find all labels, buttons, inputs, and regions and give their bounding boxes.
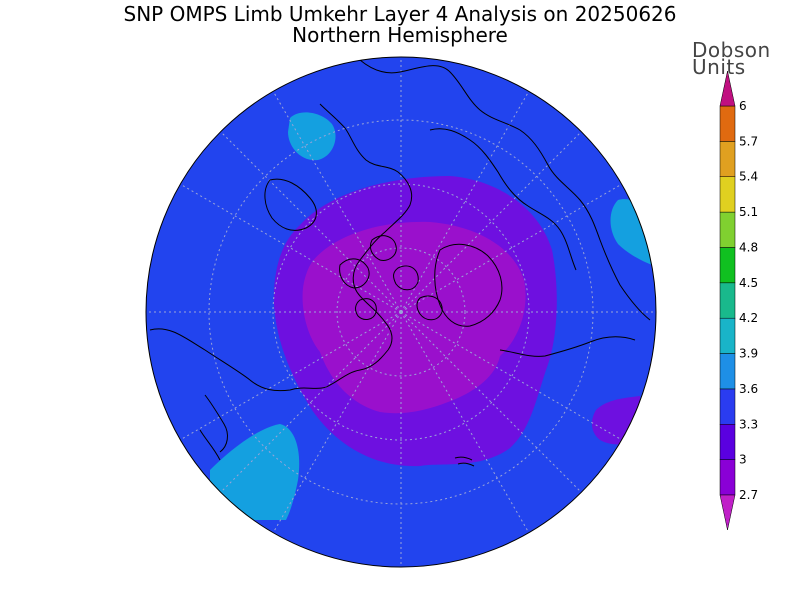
colorbar-band <box>719 282 736 319</box>
colorbar-band <box>719 247 736 284</box>
colorbar-tick-label: 5.7 <box>739 134 758 148</box>
coast-eurasia <box>359 59 651 357</box>
colorbar-tick-label: 6 <box>739 99 747 113</box>
coast-north-america <box>149 103 413 392</box>
graticule <box>146 57 656 567</box>
colorbar: 2.7 3 3.3 3.6 3.9 4.2 4.5 4.8 5.1 5.4 5.7 6 <box>719 70 758 531</box>
colorbar-band <box>719 141 736 177</box>
colorbar-band <box>719 353 736 390</box>
coast-alaska <box>264 178 317 231</box>
colorbar-tick-label: 5.4 <box>739 170 758 184</box>
colorbar-tick-label: 4.8 <box>739 240 758 254</box>
colorbar-over-arrow <box>719 70 736 107</box>
colorbar-band <box>719 176 736 213</box>
colorbar-tick-label: 3 <box>739 453 747 467</box>
colorbar-tick-label: 3.9 <box>739 347 758 361</box>
colorbar-tick-label: 3.3 <box>739 417 758 431</box>
coast-arctic-islands <box>339 235 443 321</box>
chart-title: SNP OMPS Limb Umkehr Layer 4 Analysis on… <box>123 2 677 26</box>
map-border <box>145 56 657 568</box>
colorbar-band <box>719 424 736 460</box>
coast-asia-east <box>429 128 577 271</box>
colorbar-tick-label: 4.2 <box>739 311 758 325</box>
units-line-1: Dobson <box>692 38 771 62</box>
coast-greenland <box>434 243 503 327</box>
colorbar-band <box>719 388 736 425</box>
field-patch-nw <box>288 112 336 161</box>
colorbar-band <box>719 211 736 248</box>
polar-map <box>146 57 656 567</box>
colorbar-units-label: Dobson Units <box>692 38 771 79</box>
coast-japan-korea <box>199 394 228 461</box>
units-line-2: Units <box>692 55 746 79</box>
colorbar-tick-label: 2.7 <box>739 488 758 502</box>
colorbar-tick-label: 5.1 <box>739 205 758 219</box>
colorbar-tick-label: 4.5 <box>739 276 758 290</box>
colorbar-under-arrow <box>719 494 736 531</box>
colorbar-band <box>719 317 736 354</box>
field-patch-sw <box>210 424 300 520</box>
chart-subtitle: Northern Hemisphere <box>292 23 508 47</box>
colorbar-band <box>719 105 736 142</box>
colorbar-tick-label: 3.6 <box>739 382 758 396</box>
coastlines <box>149 59 651 467</box>
colorbar-band <box>719 459 736 496</box>
coast-caribbean <box>454 456 475 467</box>
